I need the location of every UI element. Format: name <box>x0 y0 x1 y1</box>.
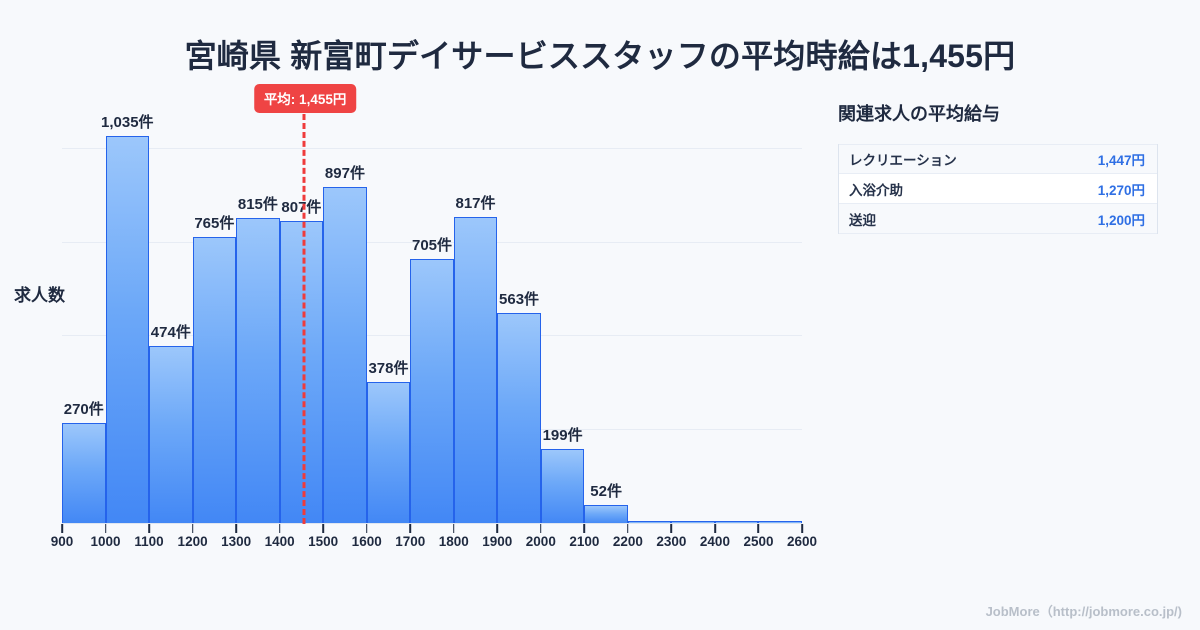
bar[interactable] <box>410 259 454 524</box>
x-tick <box>322 524 324 533</box>
x-tick <box>801 524 803 533</box>
x-tick-label: 1600 <box>351 534 382 549</box>
x-tick-label: 1100 <box>134 534 164 549</box>
x-tick-label: 1300 <box>221 534 252 549</box>
x-tick-label: 1500 <box>308 534 339 549</box>
related-job-salary: 1,447円 <box>1097 153 1145 168</box>
bar-value-label: 807件 <box>281 199 322 217</box>
plot-area: 270件 1,035件 474件 765件 815件 807件 897件 378件 705件 81… <box>61 84 803 533</box>
x-tick <box>583 524 586 533</box>
x-tick <box>627 524 629 533</box>
bar-value-label: 474件 <box>150 324 191 342</box>
x-tick <box>714 524 716 533</box>
x-tick <box>496 524 499 533</box>
average-badge: 平均: 1,455円 <box>253 84 357 113</box>
bar[interactable] <box>279 221 324 524</box>
bar[interactable] <box>497 312 541 524</box>
bar-value-label: 897件 <box>324 165 365 183</box>
related-job-name: レクリエーション <box>849 153 957 168</box>
x-tick <box>670 524 673 533</box>
x-tick-label: 2100 <box>569 534 600 549</box>
related-job-row[interactable]: レクリエーション 1,447円 <box>839 144 1157 174</box>
bar[interactable] <box>584 504 628 524</box>
bar[interactable] <box>105 135 150 524</box>
bar-value-label: 815件 <box>237 196 278 214</box>
x-tick-label: 2200 <box>612 534 643 549</box>
related-job-salary: 1,200円 <box>1097 212 1145 228</box>
bar[interactable] <box>149 346 193 524</box>
x-tick <box>452 524 455 533</box>
x-tick-label: 2400 <box>699 534 730 549</box>
bar-value-label: 705件 <box>411 237 453 255</box>
x-tick <box>540 524 542 533</box>
x-tick-label: 1400 <box>264 534 295 549</box>
x-tick <box>278 524 281 533</box>
x-tick-label: 1000 <box>90 534 121 549</box>
x-tick-label: 1800 <box>438 534 469 549</box>
x-tick <box>409 524 412 533</box>
axis-baseline <box>62 522 802 524</box>
related-jobs-table: レクリエーション 1,447円入浴介助 1,270円送迎 1,200円 <box>838 144 1158 234</box>
related-job-name: 入浴介助 <box>849 182 903 198</box>
bar-value-label: 817件 <box>455 195 496 213</box>
x-tick-label: 2600 <box>786 534 818 549</box>
related-jobs-panel: 関連求人の平均給与 レクリエーション 1,447円入浴介助 1,270円送迎 1,20… <box>838 100 1168 234</box>
bar[interactable] <box>192 236 237 524</box>
related-jobs-title: 関連求人の平均給与 <box>838 104 1000 124</box>
bar[interactable] <box>540 449 585 524</box>
related-job-salary: 1,270円 <box>1097 182 1145 198</box>
bar-value-label: 563件 <box>499 290 540 308</box>
related-job-name: 送迎 <box>849 212 876 228</box>
x-tick <box>148 524 150 533</box>
x-tick-label: 1200 <box>177 534 208 549</box>
x-tick-label: 1900 <box>482 534 513 549</box>
x-tick-label: 2300 <box>656 534 687 549</box>
bar-value-label: 1,035件 <box>101 113 154 131</box>
footer-watermark: JobMore（http://jobmore.co.jp/) <box>985 604 1182 619</box>
related-job-row[interactable]: 入浴介助 1,270円 <box>839 174 1157 204</box>
x-tick <box>191 524 194 533</box>
x-tick <box>757 524 760 533</box>
x-tick <box>104 524 107 533</box>
bar-value-label: 199件 <box>542 427 583 445</box>
x-tick-label: 900 <box>50 534 74 549</box>
bar[interactable] <box>62 422 106 524</box>
x-tick-label: 2000 <box>525 534 556 549</box>
y-axis-label: 求人数 <box>14 286 65 305</box>
gridline <box>62 241 802 243</box>
bar[interactable] <box>236 218 280 524</box>
x-tick-label: 2500 <box>743 534 774 549</box>
x-tick-label: 1700 <box>395 534 426 549</box>
histogram-chart: 求人数 270件 1,035件 474件 765件 815件 807件 897件 378件 70… <box>0 84 830 588</box>
average-line: 平均: 1,455円 <box>253 84 357 524</box>
x-tick <box>61 524 63 533</box>
bar[interactable] <box>453 217 498 524</box>
x-tick <box>235 524 237 533</box>
related-job-row[interactable]: 送迎 1,200円 <box>839 204 1157 234</box>
gridline <box>62 147 802 149</box>
bar-value-label: 378件 <box>368 360 409 378</box>
x-tick <box>365 524 368 533</box>
bar-value-label: 765件 <box>194 214 235 232</box>
page-title: 宮崎県 新富町デイサービススタッフの平均時給は1,455円 <box>184 38 1016 74</box>
bar[interactable] <box>366 382 411 524</box>
bar-value-label: 270件 <box>63 400 104 418</box>
bar[interactable] <box>323 187 367 524</box>
bar-value-label: 52件 <box>590 482 622 500</box>
